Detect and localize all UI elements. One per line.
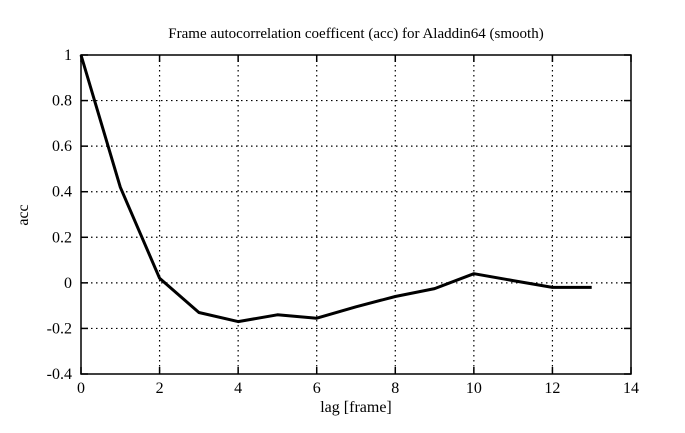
x-tick-label: 2: [156, 380, 164, 397]
y-tick-label: 0: [64, 275, 72, 292]
y-tick-label: 0.2: [52, 229, 72, 246]
x-tick-label: 0: [77, 380, 85, 397]
x-tick-label: 8: [391, 380, 399, 397]
y-tick-label: 0.8: [52, 93, 72, 110]
chart-title: Frame autocorrelation coefficent (acc) f…: [168, 26, 543, 42]
y-axis-label: acc: [15, 204, 32, 225]
plot-border: [80, 54, 632, 375]
y-tick-label: 0.4: [52, 184, 72, 201]
x-tick-label: 12: [544, 380, 560, 397]
x-axis-label: lag [frame]: [320, 399, 392, 416]
x-tick-label: 4: [234, 380, 242, 397]
data-line-acc: [79, 54, 592, 324]
y-tick-label: -0.2: [47, 320, 72, 337]
x-tick-label: 14: [623, 380, 639, 397]
y-tick-label: -0.4: [47, 366, 72, 383]
tick-labels: 0 2 4 6 8 10 12 14 -0.4 -0.2 0 0.2 0.4 0.6 0.8 1: [47, 47, 639, 397]
y-tick-label: 0.6: [52, 138, 72, 155]
x-tick-label: 6: [313, 380, 321, 397]
x-tick-label: 10: [466, 380, 482, 397]
y-tick-label: 1: [64, 47, 72, 64]
